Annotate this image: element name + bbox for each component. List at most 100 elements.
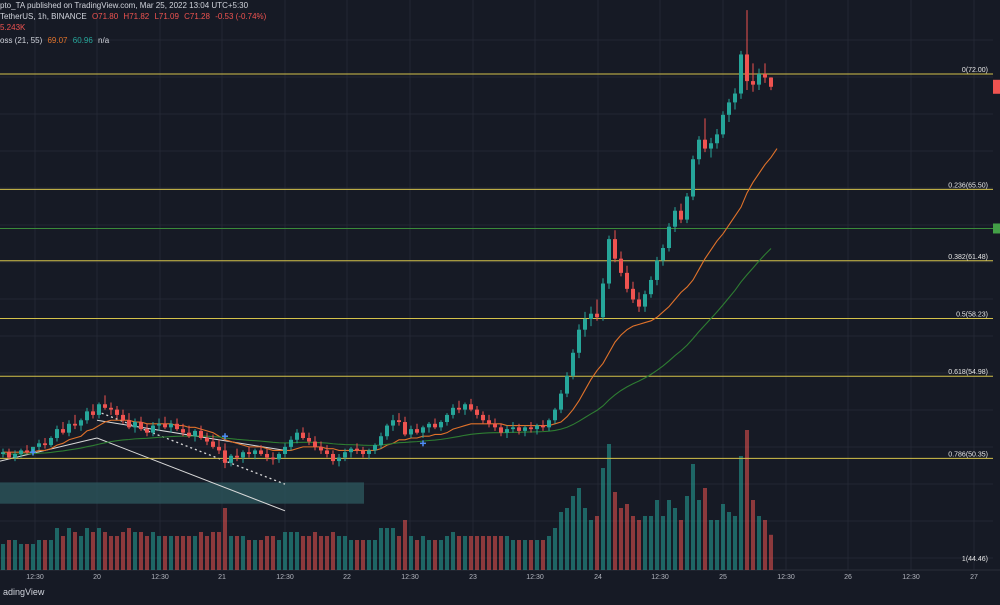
volume-bar (751, 500, 755, 570)
channel-mid-line (96, 410, 286, 485)
candle-body (253, 450, 257, 454)
candle-body (19, 450, 23, 454)
candle-body (1, 452, 5, 454)
volume-bar (727, 512, 731, 570)
volume-bar (277, 540, 281, 570)
volume-bar (397, 536, 401, 570)
candle-body (625, 272, 629, 289)
candle-body (589, 313, 593, 320)
candle-body (337, 457, 341, 462)
volume-bar (97, 528, 101, 570)
indicator-line[interactable]: oss (21, 55) 69.07 60.96 n/a (0, 36, 112, 46)
volume-bar (367, 540, 371, 570)
volume-bar (373, 540, 377, 570)
candle-body (67, 423, 71, 433)
candle-body (727, 102, 731, 115)
candle-body (211, 441, 215, 447)
cross-marker (30, 449, 36, 456)
indicator-name[interactable]: oss (21, 55) (0, 36, 43, 45)
volume-bar (313, 532, 317, 570)
volume-bar (481, 536, 485, 570)
candle-body (205, 437, 209, 442)
volume-bar (427, 540, 431, 570)
candle-body (547, 420, 551, 428)
candle-body (463, 404, 467, 410)
candle-body (115, 409, 119, 415)
candle-body (517, 427, 521, 431)
volume-bar (607, 444, 611, 570)
candle-body (763, 74, 767, 78)
candles (1, 10, 773, 469)
candle-body (73, 423, 77, 426)
candle-body (127, 420, 131, 428)
published-caption: pto_TA published on TradingView.com, Mar… (0, 1, 249, 10)
time-tick-label: 20 (93, 574, 101, 581)
candle-body (715, 134, 719, 144)
volume-bar (505, 536, 509, 570)
candle-body (343, 452, 347, 458)
volume-bar (349, 540, 353, 570)
candle-body (505, 429, 509, 433)
symbol-label[interactable]: TetherUS, 1h, BINANCE (0, 12, 87, 21)
moving-averages (2, 148, 778, 455)
volume-bar (535, 540, 539, 570)
volume-bar (679, 520, 683, 570)
volume-bar (763, 520, 767, 570)
candle-body (259, 450, 263, 454)
candle-body (529, 427, 533, 430)
candle-body (757, 74, 761, 85)
candle-body (373, 445, 377, 451)
candle-body (655, 260, 659, 280)
volume-bar (205, 536, 209, 570)
volume-bar (223, 508, 227, 570)
volume-bar (739, 456, 743, 570)
candle-body (325, 450, 329, 454)
volume-bar (769, 534, 773, 570)
candle-body (43, 443, 47, 446)
volume-bar (55, 528, 59, 570)
volume-bar (295, 532, 299, 570)
volume-bar (403, 520, 407, 570)
volume-bar (73, 532, 77, 570)
candle-body (295, 432, 299, 440)
fib-label: 0.236(65.50) (948, 182, 988, 189)
volume-bar (259, 540, 263, 570)
volume-bar (67, 528, 71, 570)
volume-bar (301, 536, 305, 570)
time-tick-label: 12:30 (401, 574, 419, 581)
candle-body (511, 427, 515, 430)
volume-bar (517, 540, 521, 570)
tradingview-brand[interactable]: adingView (3, 587, 45, 597)
candle-body (277, 453, 281, 460)
candle-body (247, 452, 251, 454)
volume-bar (337, 536, 341, 570)
candle-body (163, 423, 167, 428)
candle-body (541, 425, 545, 428)
volume-bar (319, 536, 323, 570)
channel-lower-line (96, 437, 286, 512)
candle-body (493, 423, 497, 428)
volume-bar (733, 516, 737, 570)
candle-body (433, 423, 437, 428)
candle-body (319, 446, 323, 451)
candle-body (187, 432, 191, 437)
volume-bar (79, 536, 83, 570)
volume-bar (589, 520, 593, 570)
volume-bar (139, 532, 143, 570)
candle-body (121, 414, 125, 421)
time-tick-label: 25 (719, 574, 727, 581)
candle-body (667, 226, 671, 249)
volume-bar (619, 508, 623, 570)
candle-body (535, 425, 539, 430)
volume-bar (379, 528, 383, 570)
time-tick-label: 23 (469, 574, 477, 581)
candle-body (697, 139, 701, 160)
candle-body (175, 423, 179, 430)
volume-bar (187, 536, 191, 570)
candle-body (25, 450, 29, 453)
candle-body (619, 258, 623, 273)
volume-bar (457, 536, 461, 570)
current-price-badge (993, 79, 1000, 94)
